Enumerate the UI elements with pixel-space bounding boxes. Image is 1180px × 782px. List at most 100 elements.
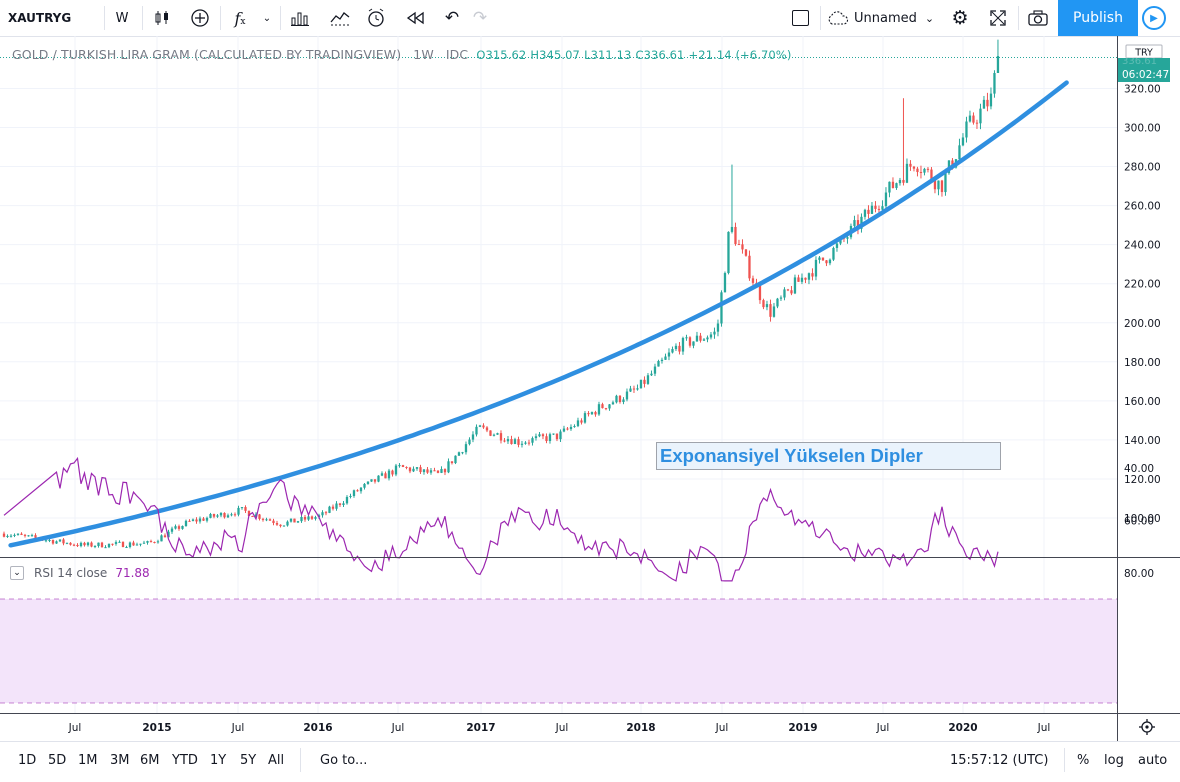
candle — [657, 359, 660, 367]
candle-body — [482, 425, 485, 428]
add-circle-icon — [191, 9, 209, 27]
candle — [338, 502, 342, 507]
candle-body — [905, 163, 909, 183]
candle — [79, 541, 83, 548]
symbol-search-button[interactable]: XAUTRYG — [8, 0, 98, 36]
redo-button[interactable]: ↷ — [466, 0, 494, 36]
templates-button[interactable] — [326, 0, 354, 36]
candle-body — [153, 542, 156, 544]
range-button-5y[interactable]: 5Y — [240, 742, 256, 778]
candle — [310, 515, 314, 520]
interval-button[interactable]: W — [108, 0, 136, 36]
candle-body — [142, 542, 146, 544]
candle — [55, 540, 58, 544]
toolbar-divider — [820, 6, 821, 30]
candle — [531, 436, 534, 446]
range-button-3m[interactable]: 3M — [110, 742, 130, 778]
collapse-icon[interactable]: ⌄ — [10, 566, 24, 580]
exponential-trendline[interactable] — [8, 80, 1069, 548]
range-button-6m[interactable]: 6M — [140, 742, 160, 778]
log-toggle[interactable]: log — [1104, 742, 1124, 778]
fullscreen-button[interactable] — [984, 0, 1012, 36]
candle — [188, 519, 191, 522]
candle-body — [167, 531, 170, 538]
range-button-1m[interactable]: 1M — [78, 742, 98, 778]
candle — [205, 516, 209, 523]
rsi-tick-label: 80.00 — [1124, 568, 1154, 580]
candle — [958, 138, 961, 161]
clock-label: 15:57:12 (UTC) — [950, 752, 1049, 768]
undo-button[interactable]: ↶ — [438, 0, 466, 36]
candle — [296, 520, 300, 524]
candle-body — [909, 163, 912, 167]
candle — [454, 455, 457, 465]
candle — [16, 533, 20, 536]
candle — [391, 469, 394, 477]
range-button-1d[interactable]: 1D — [18, 742, 36, 778]
candle-body — [422, 469, 426, 473]
axis-settings-icon[interactable] — [1139, 719, 1155, 735]
financials-button[interactable] — [286, 0, 314, 36]
candle — [685, 334, 688, 341]
candle-body — [247, 510, 251, 516]
auto-toggle[interactable]: auto — [1138, 742, 1167, 778]
publish-button[interactable]: Publish — [1058, 0, 1138, 36]
candle-body — [527, 442, 531, 444]
candle — [363, 483, 366, 490]
ohlc-open: O315.62 — [476, 48, 527, 62]
fullscreen-layout-toggle[interactable] — [786, 0, 814, 36]
indicators-dropdown[interactable]: ⌄ — [258, 0, 276, 36]
candle-body — [629, 388, 632, 392]
rsi-legend[interactable]: ⌄ RSI 14 close 71.88 — [10, 566, 150, 580]
chart-style-button[interactable] — [148, 0, 176, 36]
range-button-ytd[interactable]: YTD — [172, 742, 198, 778]
price-axis[interactable]: 100.00 120.00 140.00 160.00 180.00 200.00 220.… — [1124, 83, 1161, 525]
rsi-axis[interactable]: 40.00 60.00 80.00 — [1124, 463, 1154, 580]
candle — [891, 177, 895, 189]
candle-body — [254, 514, 258, 517]
percent-toggle[interactable]: % — [1077, 742, 1089, 778]
candle-body — [548, 434, 552, 442]
candle-body — [352, 490, 356, 496]
candle — [468, 437, 471, 446]
goto-button[interactable]: Go to... — [320, 742, 367, 778]
candle-body — [531, 438, 534, 443]
candle-body — [748, 255, 751, 279]
bar-countdown: 06:02:47 — [1122, 69, 1169, 81]
timezone-button[interactable]: 15:57:12 (UTC) — [950, 742, 1048, 778]
candle — [856, 214, 860, 235]
log-label: log — [1104, 752, 1124, 768]
annotation-text-box[interactable]: Exponansiyel Yükselen Dipler — [656, 442, 1001, 470]
goto-label: Go to... — [320, 752, 368, 768]
layout-menu-button[interactable]: Unnamed ⌄ — [826, 0, 940, 36]
candle-body — [293, 518, 296, 523]
settings-button[interactable]: ⚙ — [946, 0, 974, 36]
candle — [583, 411, 587, 424]
main-series-legend[interactable]: GOLD / TURKISH LIRA GRAM (CALCULATED BY … — [12, 47, 791, 62]
compare-button[interactable] — [186, 0, 214, 36]
candle-body — [398, 465, 401, 467]
indicators-button[interactable]: fx — [226, 0, 254, 36]
candle-body — [503, 440, 506, 442]
range-button-all[interactable]: All — [268, 742, 284, 778]
snapshot-button[interactable] — [1024, 0, 1052, 36]
play-button[interactable]: ▶ — [1142, 6, 1166, 30]
candle — [639, 379, 643, 389]
candle — [919, 165, 923, 179]
candle-body — [251, 515, 254, 517]
time-tick-label: Jul — [1037, 722, 1051, 734]
candle-body — [674, 345, 678, 350]
chart-canvas[interactable]: 100.00 120.00 140.00 160.00 180.00 200.00 220.… — [0, 36, 1180, 741]
candle — [429, 467, 433, 475]
candle — [443, 468, 447, 476]
candle — [370, 479, 373, 482]
range-button-5d[interactable]: 5D — [48, 742, 66, 778]
range-button-1y[interactable]: 1Y — [210, 742, 226, 778]
candle — [895, 182, 898, 190]
replay-button[interactable] — [402, 0, 430, 36]
time-axis[interactable]: Jul 2015 Jul 2016 Jul 2017 Jul 2018 Jul 2019 Jul 20… — [68, 722, 1051, 734]
alert-button[interactable] — [362, 0, 390, 36]
candle — [251, 515, 254, 517]
camera-icon — [1028, 10, 1048, 26]
candle — [485, 426, 489, 433]
